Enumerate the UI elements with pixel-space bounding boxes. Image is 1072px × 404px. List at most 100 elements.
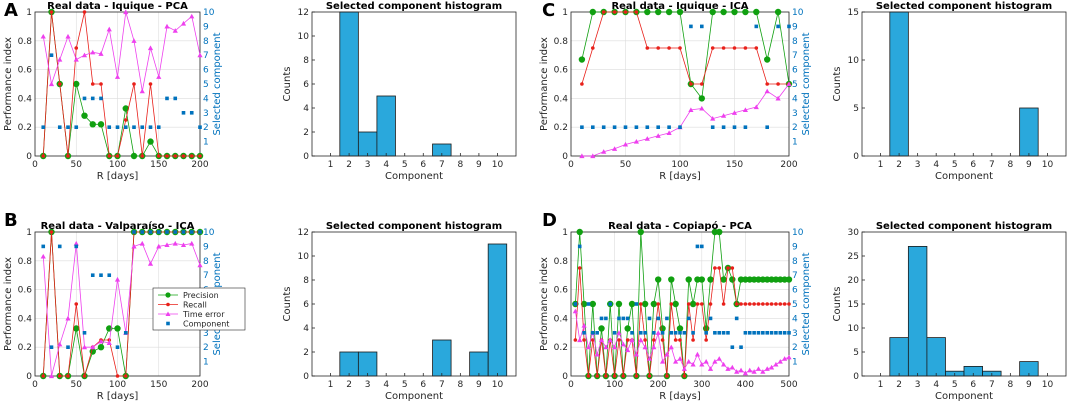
data-point bbox=[601, 149, 607, 154]
series-component bbox=[573, 244, 791, 349]
y-axis-label: Counts bbox=[832, 287, 843, 322]
data-point bbox=[582, 338, 586, 342]
data-point bbox=[646, 356, 653, 361]
data-point bbox=[595, 374, 599, 378]
data-point bbox=[787, 302, 791, 306]
legend-label: Time error bbox=[182, 310, 225, 319]
data-point bbox=[589, 8, 596, 16]
data-point bbox=[734, 302, 739, 306]
data-point bbox=[181, 230, 186, 234]
data-point bbox=[623, 125, 628, 129]
y-tick-label: 6 bbox=[303, 300, 309, 310]
data-point bbox=[107, 125, 112, 129]
histogram-C: 0 5 10 15 1 2 3 4 5 6 7 8 9 10 Selected component hist… bbox=[832, 1, 1067, 182]
data-point bbox=[751, 369, 757, 374]
data-point bbox=[786, 81, 792, 87]
data-point bbox=[165, 96, 169, 101]
data-point bbox=[659, 359, 666, 364]
y2-tick-label: 1 bbox=[203, 138, 209, 148]
data-point bbox=[41, 154, 46, 158]
y-axis-label: Counts bbox=[832, 67, 843, 102]
data-point bbox=[660, 331, 665, 335]
data-point bbox=[73, 80, 80, 88]
data-point bbox=[48, 373, 55, 379]
x-tick-label: 100 bbox=[671, 160, 688, 170]
data-point bbox=[620, 341, 626, 347]
data-point bbox=[786, 354, 792, 360]
data-point bbox=[676, 325, 684, 332]
data-point bbox=[156, 243, 162, 249]
data-point bbox=[625, 316, 630, 321]
data-point bbox=[734, 316, 739, 321]
data-point bbox=[645, 46, 650, 50]
data-point bbox=[776, 82, 780, 86]
histogram-bar bbox=[487, 243, 508, 377]
y-tick-label: 0.8 bbox=[18, 37, 33, 47]
data-point bbox=[726, 266, 730, 270]
data-point bbox=[742, 370, 748, 376]
data-point bbox=[573, 302, 578, 306]
data-point bbox=[721, 46, 726, 50]
x-axis-label: Component bbox=[385, 171, 443, 182]
data-point bbox=[721, 302, 726, 306]
x-tick-label: 150 bbox=[150, 160, 167, 170]
data-point bbox=[691, 338, 695, 342]
x-tick-label: 3 bbox=[915, 160, 921, 170]
data-point bbox=[699, 361, 705, 367]
y-tick-label: 30 bbox=[848, 228, 860, 238]
x-axis-label: R [days] bbox=[97, 171, 139, 182]
data-point bbox=[743, 302, 748, 306]
line-chart-C: 00.20.40.60.810 50 100 150 20012345678910Rea… bbox=[539, 0, 812, 182]
data-point bbox=[769, 302, 774, 306]
y2-tick-label: 9 bbox=[792, 242, 798, 252]
legend-label: Recall bbox=[183, 301, 207, 310]
data-point bbox=[123, 374, 128, 378]
data-point bbox=[634, 302, 639, 306]
data-point bbox=[667, 46, 671, 50]
y2-axis-label: Selected component bbox=[801, 32, 812, 135]
data-point bbox=[787, 24, 791, 29]
data-point bbox=[579, 153, 585, 159]
data-point bbox=[89, 121, 96, 128]
data-point bbox=[634, 374, 639, 378]
x-tick-label: 1 bbox=[328, 160, 334, 170]
data-point bbox=[725, 366, 731, 371]
data-point bbox=[601, 10, 606, 14]
data-point bbox=[765, 82, 769, 86]
data-point bbox=[782, 331, 787, 335]
y-tick-label: 12 bbox=[298, 8, 309, 18]
x-tick-label: 150 bbox=[150, 380, 167, 390]
y-tick-label: 12 bbox=[298, 228, 309, 238]
data-point bbox=[645, 125, 650, 129]
x-tick-label: 10 bbox=[492, 160, 504, 170]
y-tick-label: 0.4 bbox=[554, 94, 569, 104]
y-tick-label: 0 bbox=[26, 372, 32, 382]
data-point bbox=[768, 364, 775, 370]
series-component bbox=[580, 24, 791, 129]
data-point bbox=[57, 374, 62, 378]
y2-tick-label: 2 bbox=[792, 343, 798, 353]
data-point bbox=[721, 361, 727, 367]
data-point bbox=[707, 366, 714, 371]
data-point bbox=[753, 104, 759, 110]
data-point bbox=[604, 316, 608, 321]
x-tick-label: 1 bbox=[328, 380, 334, 390]
data-point bbox=[66, 374, 70, 378]
data-point bbox=[164, 242, 170, 248]
y-tick-label: 0 bbox=[303, 152, 309, 162]
data-point bbox=[98, 51, 104, 56]
data-point bbox=[774, 302, 778, 306]
data-point bbox=[106, 340, 112, 345]
data-point bbox=[666, 130, 672, 136]
x-tick-label: 4 bbox=[383, 380, 389, 390]
y-tick-label: 8 bbox=[303, 56, 309, 66]
data-point bbox=[625, 347, 631, 353]
x-tick-label: 200 bbox=[650, 380, 667, 390]
data-point bbox=[148, 230, 153, 234]
data-point bbox=[787, 331, 791, 335]
x-tick-label: 5 bbox=[402, 160, 408, 170]
data-point bbox=[590, 153, 596, 159]
x-tick-label: 500 bbox=[780, 380, 797, 390]
data-point bbox=[726, 331, 730, 335]
